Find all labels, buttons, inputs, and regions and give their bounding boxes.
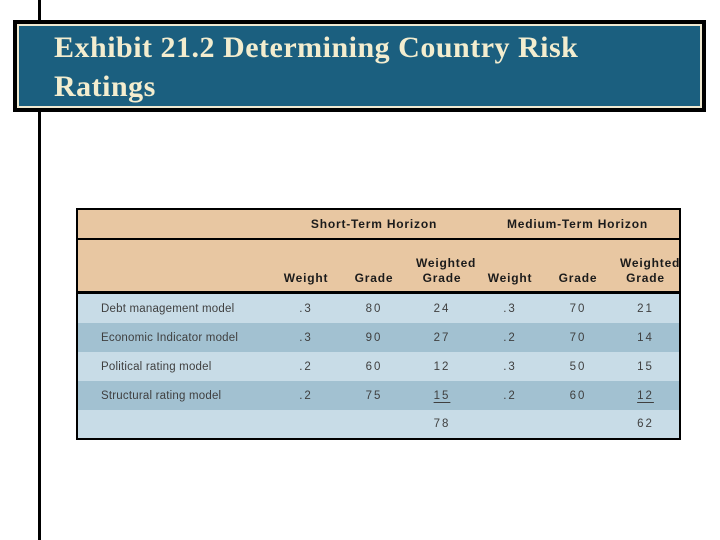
group-header-medium-term: Medium-Term Horizon	[476, 209, 680, 240]
group-header-short-term: Short-Term Horizon	[272, 209, 476, 240]
totals-spacer	[77, 410, 272, 439]
cell-value: .3	[476, 352, 544, 381]
column-header-weighted-grade-medium: Weighted Grade	[612, 239, 680, 294]
column-header-weighted-grade-short: Weighted Grade	[408, 239, 476, 294]
cell-value: .2	[272, 352, 340, 381]
cell-value: 15	[612, 352, 680, 381]
row-label: Structural rating model	[77, 381, 272, 410]
cell-value-underlined: 12	[612, 381, 680, 410]
cell-value: .2	[272, 381, 340, 410]
cell-value: 60	[544, 381, 612, 410]
table-row-debt-management: Debt management model .3 80 24 .3 70 21	[77, 292, 680, 323]
cell-value: .2	[476, 381, 544, 410]
column-header-grade-short: Grade	[340, 239, 408, 294]
total-medium-weighted-grade: 62	[612, 410, 680, 439]
slide-title: Exhibit 21.2 Determining Country Risk Ra…	[54, 31, 579, 103]
cell-value: 75	[340, 381, 408, 410]
cell-value: 12	[408, 352, 476, 381]
table-row-totals: 78 62	[77, 410, 680, 439]
row-label: Debt management model	[77, 292, 272, 323]
column-header-weight-short: Weight	[272, 239, 340, 294]
group-header-spacer	[77, 209, 272, 240]
cell-value: 80	[340, 292, 408, 323]
cell-value: 21	[612, 292, 680, 323]
country-risk-table-container: Short-Term Horizon Medium-Term Horizon W…	[76, 208, 681, 440]
column-header-row: Weight Grade Weighted Grade Weight Grade…	[77, 239, 680, 294]
title-banner: Exhibit 21.2 Determining Country Risk Ra…	[13, 20, 706, 112]
cell-value: 70	[544, 292, 612, 323]
cell-value: 90	[340, 323, 408, 352]
cell-value: 27	[408, 323, 476, 352]
cell-value: 24	[408, 292, 476, 323]
cell-value: 70	[544, 323, 612, 352]
total-short-weighted-grade: 78	[408, 410, 476, 439]
table-row-political-rating: Political rating model .2 60 12 .3 50 15	[77, 352, 680, 381]
cell-value: 50	[544, 352, 612, 381]
column-header-weight-medium: Weight	[476, 239, 544, 294]
table-row-economic-indicator: Economic Indicator model .3 90 27 .2 70 …	[77, 323, 680, 352]
left-accent-rule	[38, 0, 41, 540]
cell-value: 14	[612, 323, 680, 352]
cell-value: .3	[272, 323, 340, 352]
column-header-grade-medium: Grade	[544, 239, 612, 294]
table-row-structural-rating: Structural rating model .2 75 15 .2 60 1…	[77, 381, 680, 410]
cell-value: .3	[476, 292, 544, 323]
column-header-spacer	[77, 239, 272, 294]
row-label: Economic Indicator model	[77, 323, 272, 352]
cell-value: 60	[340, 352, 408, 381]
row-label: Political rating model	[77, 352, 272, 381]
group-header-row: Short-Term Horizon Medium-Term Horizon	[77, 209, 680, 240]
cell-value: .3	[272, 292, 340, 323]
cell-value-underlined: 15	[408, 381, 476, 410]
cell-value: .2	[476, 323, 544, 352]
country-risk-ratings-table: Short-Term Horizon Medium-Term Horizon W…	[76, 208, 681, 440]
